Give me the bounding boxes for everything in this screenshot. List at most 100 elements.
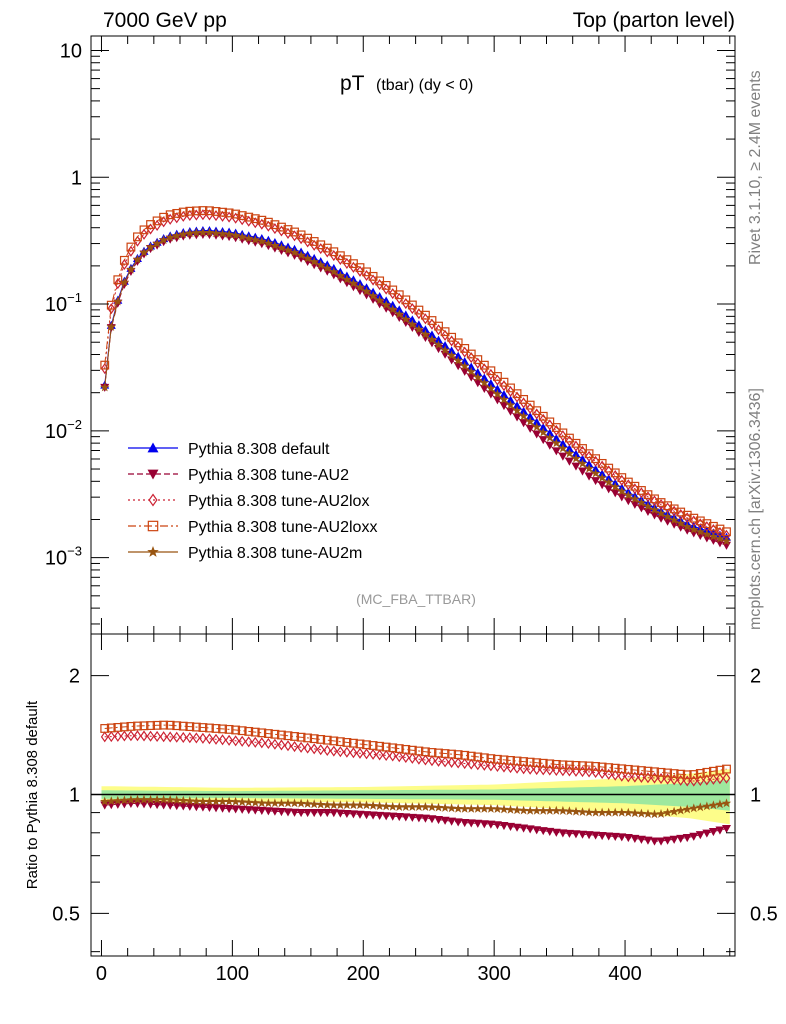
series-5-point (420, 329, 431, 339)
series-5-point (630, 494, 640, 504)
series-2-point (571, 462, 581, 471)
series-1-point (571, 449, 581, 458)
series-5-point (689, 524, 699, 534)
ratio-series-2-point (343, 746, 351, 758)
ratio-series-4-point (715, 799, 725, 809)
series-4-point (571, 438, 581, 448)
ratio-series-1-point (172, 802, 182, 811)
ratio-series-3-point (270, 729, 280, 739)
series-3-point (604, 465, 613, 477)
ratio-series-3-point (663, 768, 673, 778)
series-4-point (695, 516, 705, 526)
main-y-tick-label-base: 10 (45, 421, 67, 443)
series-1-point (578, 454, 588, 463)
ratio-series-4-point (453, 803, 463, 813)
ratio-series-2-point (212, 733, 220, 745)
series-4-point (368, 271, 378, 281)
series-5-point (590, 468, 601, 478)
series-5-point (211, 228, 221, 238)
ratio-series-2-point (598, 767, 607, 779)
ratio-series-1-point (591, 831, 601, 840)
series-3-point (231, 212, 240, 224)
ratio-series-4-point (198, 796, 208, 806)
ratio-series-3-point (191, 722, 201, 732)
series-2-point (519, 419, 529, 428)
series-3-point (434, 324, 443, 336)
ratio-series-1-point (721, 824, 731, 834)
ratio-series-2-point (199, 732, 207, 744)
series-4-point (610, 468, 620, 478)
series-4-point (198, 206, 208, 215)
ratio-series-1-point (414, 814, 424, 823)
series-4-point (591, 454, 601, 464)
ratio-series-4-point (473, 803, 483, 813)
series-2-point (636, 504, 646, 513)
series-5-point (505, 400, 516, 410)
series-4-point (224, 208, 234, 218)
series-4-point (453, 338, 463, 348)
ratio-series-3-point (290, 732, 299, 741)
series-1-point (434, 335, 444, 344)
ratio-series-3-point (447, 749, 457, 759)
series-5-point (479, 378, 489, 387)
ratio-series-3-point (493, 754, 502, 764)
ratio-series-3-point (486, 754, 496, 764)
series-1-point (420, 325, 430, 334)
series-3-point (166, 213, 175, 225)
ratio-series-4-point (381, 801, 391, 811)
ratio-series-2-point (696, 774, 705, 787)
series-5-point (329, 266, 339, 276)
series-3-point (369, 274, 377, 286)
series-4-point (407, 300, 417, 310)
series-4-point (519, 394, 529, 404)
ratio-series-4-point (348, 800, 359, 810)
ratio-series-4-point (289, 798, 300, 808)
ratio-series-1-point (636, 835, 646, 844)
ratio-series-3-point (355, 739, 365, 749)
series-5-point (577, 458, 588, 468)
ratio-series-4-point (270, 798, 280, 808)
ratio-series-2-point (271, 738, 279, 750)
ratio-series-2-point (709, 773, 718, 785)
ratio-series-4-point (217, 796, 228, 806)
ratio-series-3-line (104, 724, 727, 776)
main-y-tick-label-exponent: −1 (67, 290, 82, 305)
ratio-series-3-point (126, 721, 136, 731)
ratio-series-4-point (316, 799, 326, 809)
ratio-series-3-point (722, 764, 731, 774)
ratio-series-3-point (329, 736, 339, 746)
ratio-series-4-point (518, 805, 529, 815)
series-4-point (211, 207, 221, 216)
series-5-point (289, 247, 300, 257)
ratio-series-1-point (290, 808, 300, 817)
ratio-series-1-point (564, 829, 574, 838)
series-3-point (271, 223, 279, 235)
ratio-series-3-point (525, 757, 535, 767)
series-3-point (447, 335, 456, 347)
series-5-point (676, 518, 686, 528)
series-5-point (532, 422, 542, 432)
ratio-series-2-point (500, 761, 508, 773)
series-2-point (584, 472, 594, 481)
ratio-series-3-point (362, 740, 371, 750)
series-2-point (473, 379, 483, 388)
ratio-series-3-point (453, 750, 463, 760)
ratio-series-3-point (506, 756, 515, 765)
ratio-series-1-point (283, 808, 293, 817)
series-4-point (708, 521, 718, 531)
ratio-series-2-point (303, 742, 312, 754)
series-4-point (394, 290, 404, 300)
ratio-series-3-point (682, 770, 692, 780)
ratio-series-2-point (225, 734, 233, 746)
ratio-y-tick-label-left: 1 (69, 785, 80, 807)
x-tick-label: 200 (347, 963, 380, 985)
ratio-series-4-point (113, 795, 123, 805)
ratio-series-2-point (441, 756, 449, 768)
series-3-point (382, 283, 391, 295)
series-4-point (375, 276, 385, 286)
ratio-series-3-point (172, 721, 182, 731)
ratio-series-4-point (191, 796, 202, 806)
ratio-series-4-point (302, 798, 313, 808)
